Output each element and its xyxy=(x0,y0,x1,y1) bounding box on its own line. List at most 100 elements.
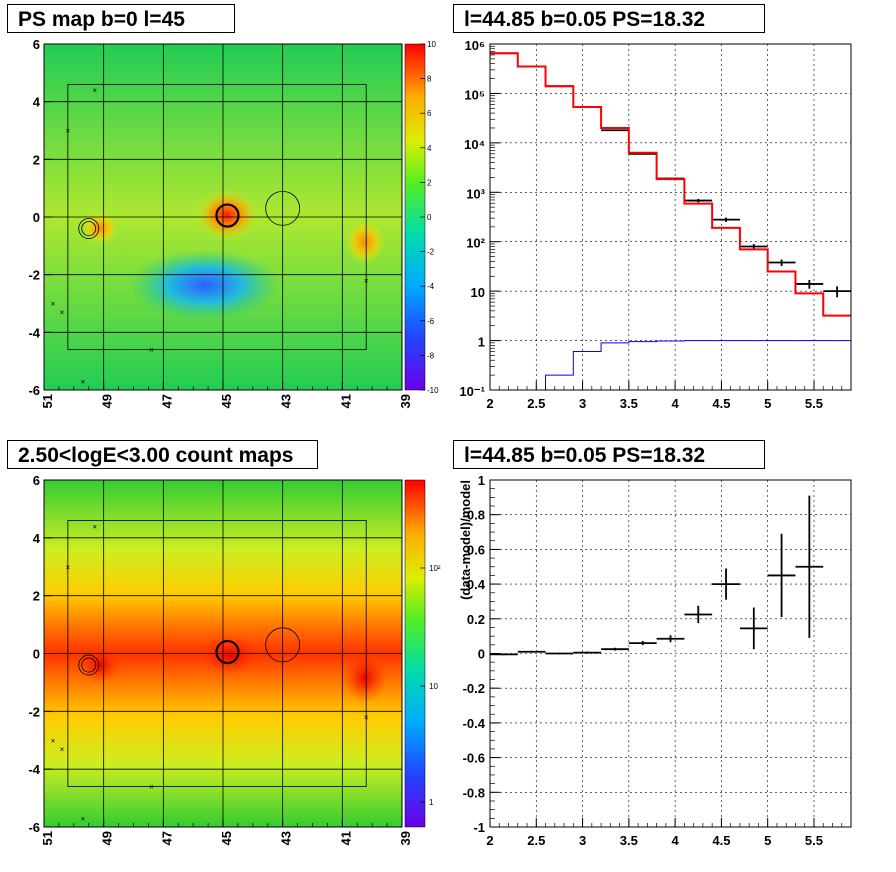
residual-point xyxy=(490,653,518,656)
spectrum-plot-area xyxy=(490,44,851,390)
residual-plot: 2 2.5 3 3.5 4 4.5 5 5.5 -1 -0.8 -0.6 -0.4 -0.2 0 0.2 0.… xyxy=(458,473,852,848)
y-tick-label: -1 xyxy=(473,820,485,835)
cross-marker: × xyxy=(66,127,71,136)
y-tick-label: 0.2 xyxy=(467,612,485,627)
residual-point xyxy=(795,495,824,638)
count-map-overlay: × × × × × × × xyxy=(44,480,402,827)
residual-point xyxy=(601,647,629,651)
y-tick-label: 0 xyxy=(33,647,40,662)
x-tick-label: 5 xyxy=(764,396,771,411)
residual-point xyxy=(573,651,602,654)
count-map-title: 2.50<logE<3.00 count maps xyxy=(7,440,318,469)
residual-point xyxy=(628,641,657,646)
y-tick-label: 1 xyxy=(478,473,485,488)
palette-tick-label: -10 xyxy=(427,386,439,395)
y-tick-label: -4 xyxy=(28,325,40,340)
y-tick-label: -0.4 xyxy=(463,716,486,731)
residual-title: l=44.85 b=0.05 PS=18.32 xyxy=(453,440,765,469)
palette-tick-label: 0 xyxy=(427,213,432,222)
y-tick-label: 0 xyxy=(478,647,485,662)
y-tick-label: 10² xyxy=(466,236,485,251)
cross-marker: × xyxy=(80,814,85,823)
cross-marker: × xyxy=(364,276,369,285)
cross-marker: × xyxy=(80,377,85,386)
ps-map-axes: 51 49 47 45 43 41 39 -6 -4 -2 0 2 4 6 xyxy=(28,37,413,408)
y-tick-label: 2 xyxy=(33,152,40,167)
spectrum-frame xyxy=(489,43,852,391)
data-point xyxy=(712,217,740,222)
x-tick-label: 45 xyxy=(219,394,234,408)
series-step-line-1 xyxy=(490,52,851,317)
ps-map-title: PS map b=0 l=45 xyxy=(7,4,235,33)
source-circle xyxy=(78,218,100,239)
x-tick-label: 43 xyxy=(279,394,294,408)
x-tick-label: 5 xyxy=(764,833,771,848)
x-tick-label: 47 xyxy=(159,394,174,408)
palette-tick-label: -2 xyxy=(427,248,435,257)
data-point xyxy=(684,198,713,203)
source-circle xyxy=(78,654,100,676)
x-tick-label: 4 xyxy=(672,833,680,848)
residual-point xyxy=(712,568,740,600)
cross-marker: × xyxy=(51,736,56,745)
y-axis-label: (data-model)/model xyxy=(458,480,473,600)
x-tick-label: 3.5 xyxy=(620,833,638,848)
cross-marker: × xyxy=(66,563,71,572)
x-tick-label: 4 xyxy=(672,396,680,411)
roi-box xyxy=(67,520,367,787)
x-tick-label: 51 xyxy=(40,831,55,845)
y-tick-label: 4 xyxy=(33,531,41,546)
y-tick-label: -0.8 xyxy=(463,785,485,800)
y-tick-label: 6 xyxy=(33,473,40,488)
palette-tick-label: -4 xyxy=(427,282,435,291)
y-tick-label: -6 xyxy=(28,820,40,835)
ps-map-overlay: × × × × × × × xyxy=(44,44,402,390)
data-point xyxy=(823,286,851,298)
residual-point xyxy=(656,635,685,643)
y-tick-label: -0.2 xyxy=(463,681,485,696)
x-tick-label: 47 xyxy=(159,831,174,845)
palette-tick-label: 2 xyxy=(427,178,432,187)
y-tick-label: 6 xyxy=(33,37,40,52)
y-tick-label: 0.6 xyxy=(467,542,485,557)
x-tick-label: 43 xyxy=(279,831,294,845)
y-tick-label: 10⁵ xyxy=(464,87,485,102)
cross-marker: × xyxy=(92,86,97,95)
residual-point xyxy=(767,533,796,618)
target-source-circle xyxy=(215,203,240,228)
y-tick-label: 1 xyxy=(478,335,485,350)
series-step-line-2 xyxy=(545,340,851,390)
x-tick-label: 39 xyxy=(398,831,413,845)
x-tick-label: 2 xyxy=(486,396,493,411)
cross-marker: × xyxy=(60,308,65,317)
x-tick-label: 4.5 xyxy=(712,833,730,848)
palette-tick-label: 10² xyxy=(429,564,441,573)
spectrum-plot: 2 2.5 3 3.5 4 4.5 5 5.5 10⁻¹ 1 10 10² 10³ 10⁴ 10⁵ 10⁶ xyxy=(459,38,852,411)
y-tick-label: 4 xyxy=(33,95,41,110)
residual-point xyxy=(684,605,713,624)
y-tick-label: 2 xyxy=(33,589,40,604)
x-tick-label: 4.5 xyxy=(712,396,730,411)
cross-marker: × xyxy=(364,713,369,722)
palette-tick-label: 8 xyxy=(427,75,432,84)
palette-tick-label: -8 xyxy=(427,351,435,360)
count-map-palette: 1 10 10² xyxy=(404,479,441,828)
cross-marker: × xyxy=(92,522,97,531)
data-point xyxy=(795,280,824,289)
y-tick-label: 0.4 xyxy=(467,577,486,592)
x-tick-label: 49 xyxy=(100,831,115,845)
cross-marker: × xyxy=(60,745,65,754)
palette-tick-label: 6 xyxy=(427,109,432,118)
y-tick-label: -2 xyxy=(28,268,40,283)
palette-tick-label: -6 xyxy=(427,317,435,326)
source-circle xyxy=(81,221,97,236)
cross-marker: × xyxy=(51,300,56,309)
x-tick-label: 3 xyxy=(579,396,586,411)
x-tick-label: 3.5 xyxy=(620,396,638,411)
residual-point xyxy=(517,650,546,653)
source-circle xyxy=(81,657,97,673)
y-tick-label: 10⁴ xyxy=(464,137,485,152)
y-tick-label: 10⁶ xyxy=(465,38,485,53)
ps-map-palette: -10 -8 -6 -4 -2 0 2 4 6 8 10 xyxy=(404,40,439,395)
